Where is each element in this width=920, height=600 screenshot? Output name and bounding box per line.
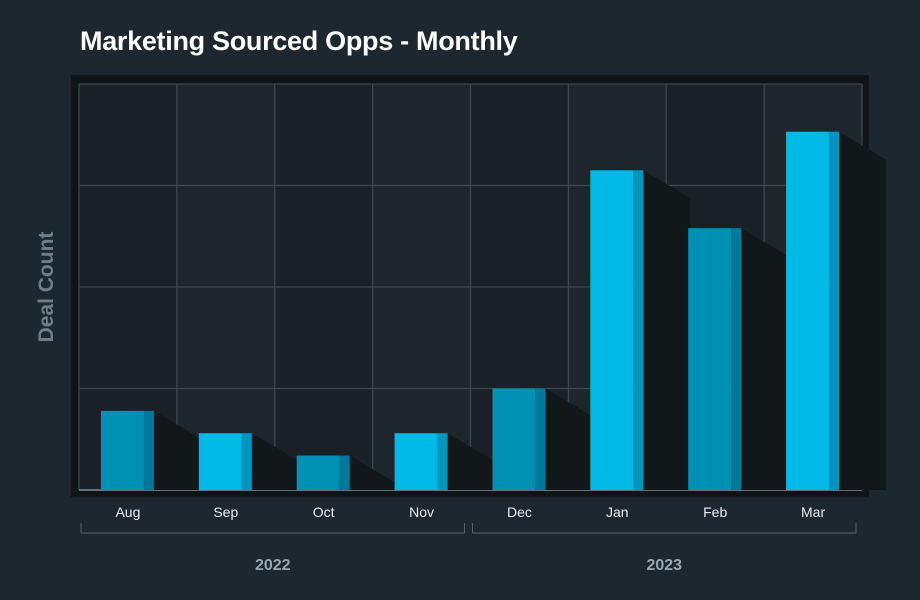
bar-shadows: [153, 131, 887, 490]
x-tick-labels: Aug Sep Oct Nov Dec Jan Feb Mar: [115, 504, 825, 520]
bar-side: [339, 455, 350, 490]
bar: [296, 455, 340, 490]
bar-side: [633, 170, 644, 490]
bar-side: [829, 131, 840, 490]
x-tick-label: Mar: [801, 504, 825, 520]
bar-shadow: [839, 131, 887, 490]
bar: [198, 433, 242, 490]
bar-side: [535, 388, 546, 490]
bar-shadow: [447, 433, 495, 490]
bar-shadow: [643, 170, 691, 490]
bar: [786, 131, 830, 490]
bar: [394, 433, 438, 490]
bar-shadow: [153, 410, 201, 490]
x-tick-label: Oct: [313, 504, 335, 520]
group-label: 2023: [646, 557, 682, 574]
bar-shadow: [251, 433, 299, 490]
chart-title: Marketing Sourced Opps - Monthly: [80, 26, 518, 56]
bar-side: [241, 433, 252, 490]
x-tick-label: Jan: [606, 504, 629, 520]
x-tick-label: Feb: [703, 504, 727, 520]
x-tick-label: Dec: [507, 504, 532, 520]
category-groups: 2022 2023: [80, 523, 857, 574]
bar: [100, 410, 144, 490]
bar-side: [143, 410, 154, 490]
x-tick-label: Aug: [115, 504, 140, 520]
bar: [590, 170, 634, 490]
bar: [688, 228, 732, 490]
bar: [492, 388, 536, 490]
bar-shadow: [349, 455, 397, 490]
group-label: 2022: [255, 557, 291, 574]
bar-shadow: [741, 228, 789, 490]
bar-side: [731, 228, 742, 490]
bar-side: [437, 433, 448, 490]
bar-shadow: [545, 388, 593, 490]
bars: [100, 131, 840, 490]
x-tick-label: Sep: [213, 504, 238, 520]
x-tick-label: Nov: [409, 504, 434, 520]
